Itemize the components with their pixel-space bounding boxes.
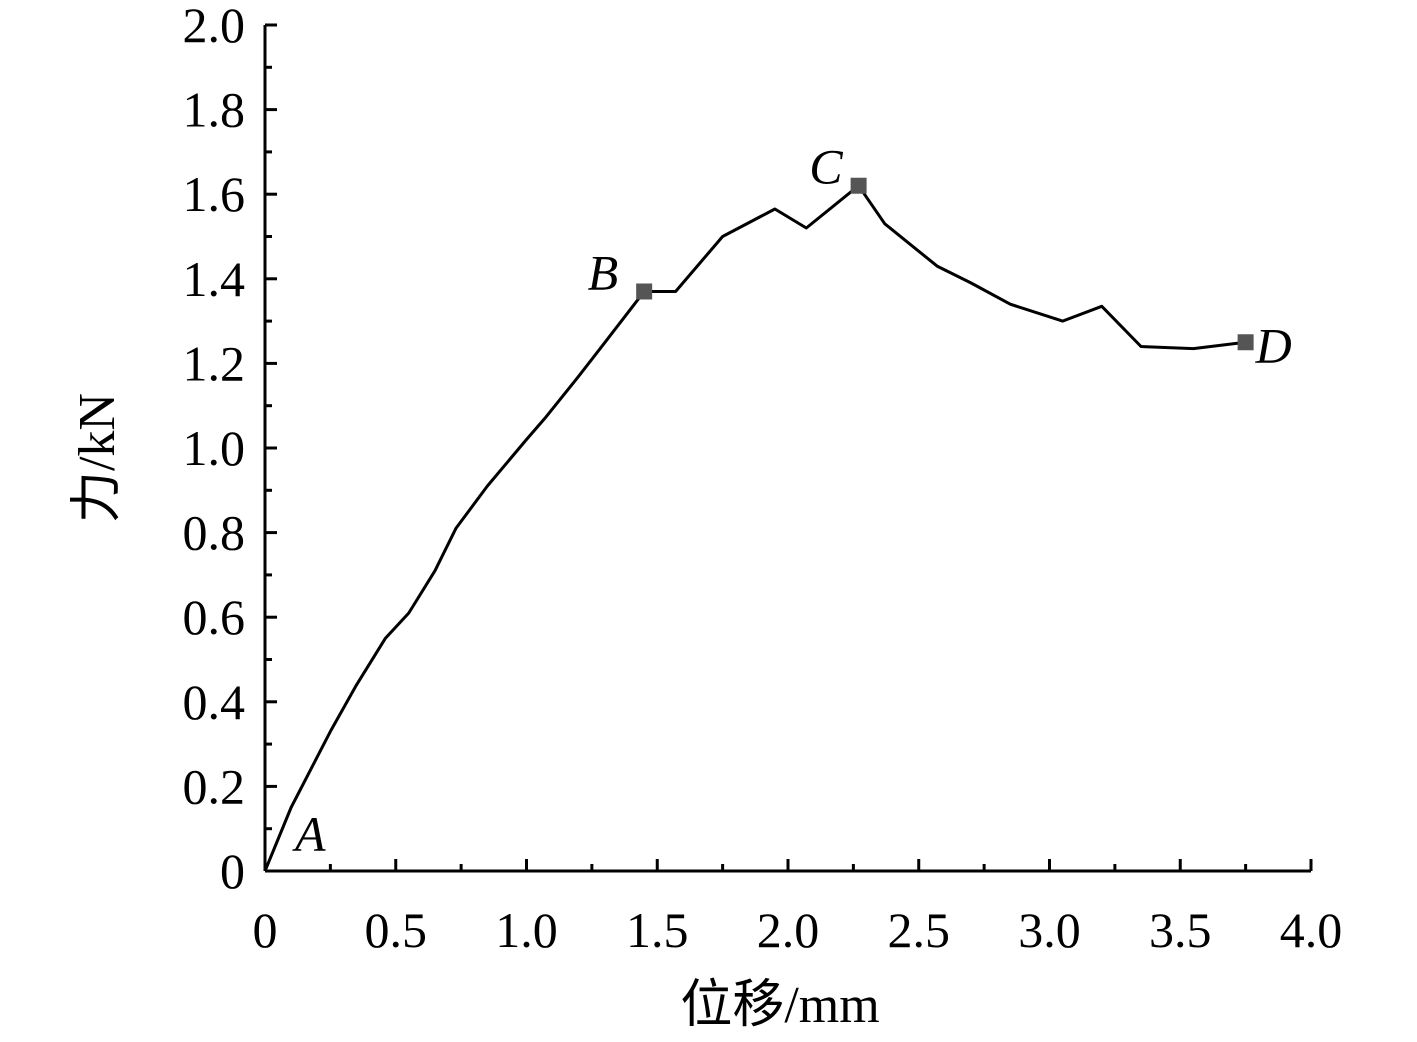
x-tick-label: 2.5 (888, 902, 951, 958)
y-tick-label: 1.8 (183, 82, 246, 138)
x-tick-label: 2.0 (757, 902, 820, 958)
x-tick-label: 1.0 (495, 902, 558, 958)
axes (263, 25, 1311, 873)
series-layer (263, 184, 1246, 872)
y-tick-label: 0.4 (183, 674, 246, 730)
y-tick-label: 2.0 (183, 0, 246, 53)
y-tick-label: 0.8 (183, 505, 246, 561)
x-tick-label: 4.0 (1280, 902, 1343, 958)
y-tick-label: 1.6 (183, 166, 246, 222)
y-tick-label: 0 (220, 843, 245, 899)
x-tick-label: 3.0 (1018, 902, 1081, 958)
y-tick-label: 0.6 (183, 589, 246, 645)
point-label-b: B (588, 244, 619, 300)
x-tick-label: 0 (253, 902, 278, 958)
x-axis-title: 位移/mm (680, 977, 879, 1034)
y-axis-title: 力/kN (69, 393, 126, 523)
x-tick-label: 3.5 (1149, 902, 1212, 958)
x-tick-label: 1.5 (626, 902, 689, 958)
x-axis-ticks: 0 0.5 1.0 1.5 2.0 2.5 3.0 3.5 4.0 (253, 859, 1343, 958)
y-tick-label: 1.4 (183, 251, 246, 307)
point-label-d: D (1255, 317, 1292, 373)
y-tick-label: 1.0 (183, 420, 246, 476)
y-axis-ticks: 0 0.2 0.4 0.6 0.8 1.0 1.2 1.4 1.6 1.8 2.0 (183, 0, 277, 899)
point-annotations: A B C D (292, 139, 1292, 862)
point-marker-b (636, 283, 653, 300)
point-marker-c (850, 177, 867, 194)
point-label-a: A (292, 806, 326, 862)
y-tick-label: 0.2 (183, 758, 246, 814)
series-line (263, 184, 1246, 872)
y-tick-label: 1.2 (183, 335, 246, 391)
x-tick-label: 0.5 (365, 902, 428, 958)
point-marker-d (1237, 334, 1254, 351)
point-label-c: C (809, 139, 843, 195)
